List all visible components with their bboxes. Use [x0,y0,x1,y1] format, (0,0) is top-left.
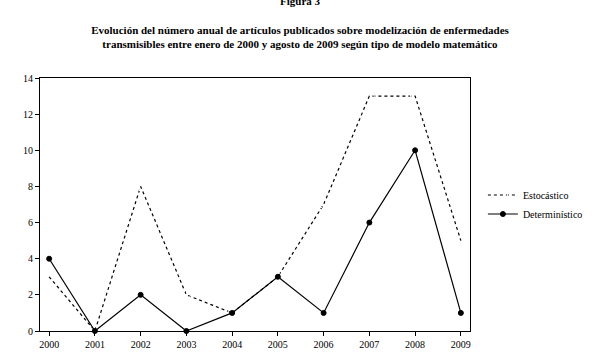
svg-text:12: 12 [23,109,33,120]
svg-text:8: 8 [28,181,33,192]
svg-text:4: 4 [28,253,33,264]
svg-text:2005: 2005 [268,339,288,350]
svg-text:2001: 2001 [85,339,105,350]
svg-text:6: 6 [28,217,33,228]
svg-text:2008: 2008 [405,339,425,350]
svg-text:2004: 2004 [222,339,242,350]
svg-text:2000: 2000 [39,339,59,350]
svg-text:Figura 3Evolución del número a: Figura 3Evolución del número anual de ar… [91,0,509,50]
svg-text:2002: 2002 [131,339,151,350]
svg-text:2007: 2007 [359,339,379,350]
svg-text:2009: 2009 [451,339,471,350]
svg-text:0: 0 [28,326,33,337]
svg-text:14: 14 [23,73,33,84]
svg-text:10: 10 [23,145,33,156]
svg-text:2003: 2003 [176,339,196,350]
svg-text:2: 2 [28,289,33,300]
svg-text:Determinístico: Determinístico [523,209,582,220]
svg-text:2006: 2006 [314,339,334,350]
svg-text:Estocástico: Estocástico [523,190,569,201]
